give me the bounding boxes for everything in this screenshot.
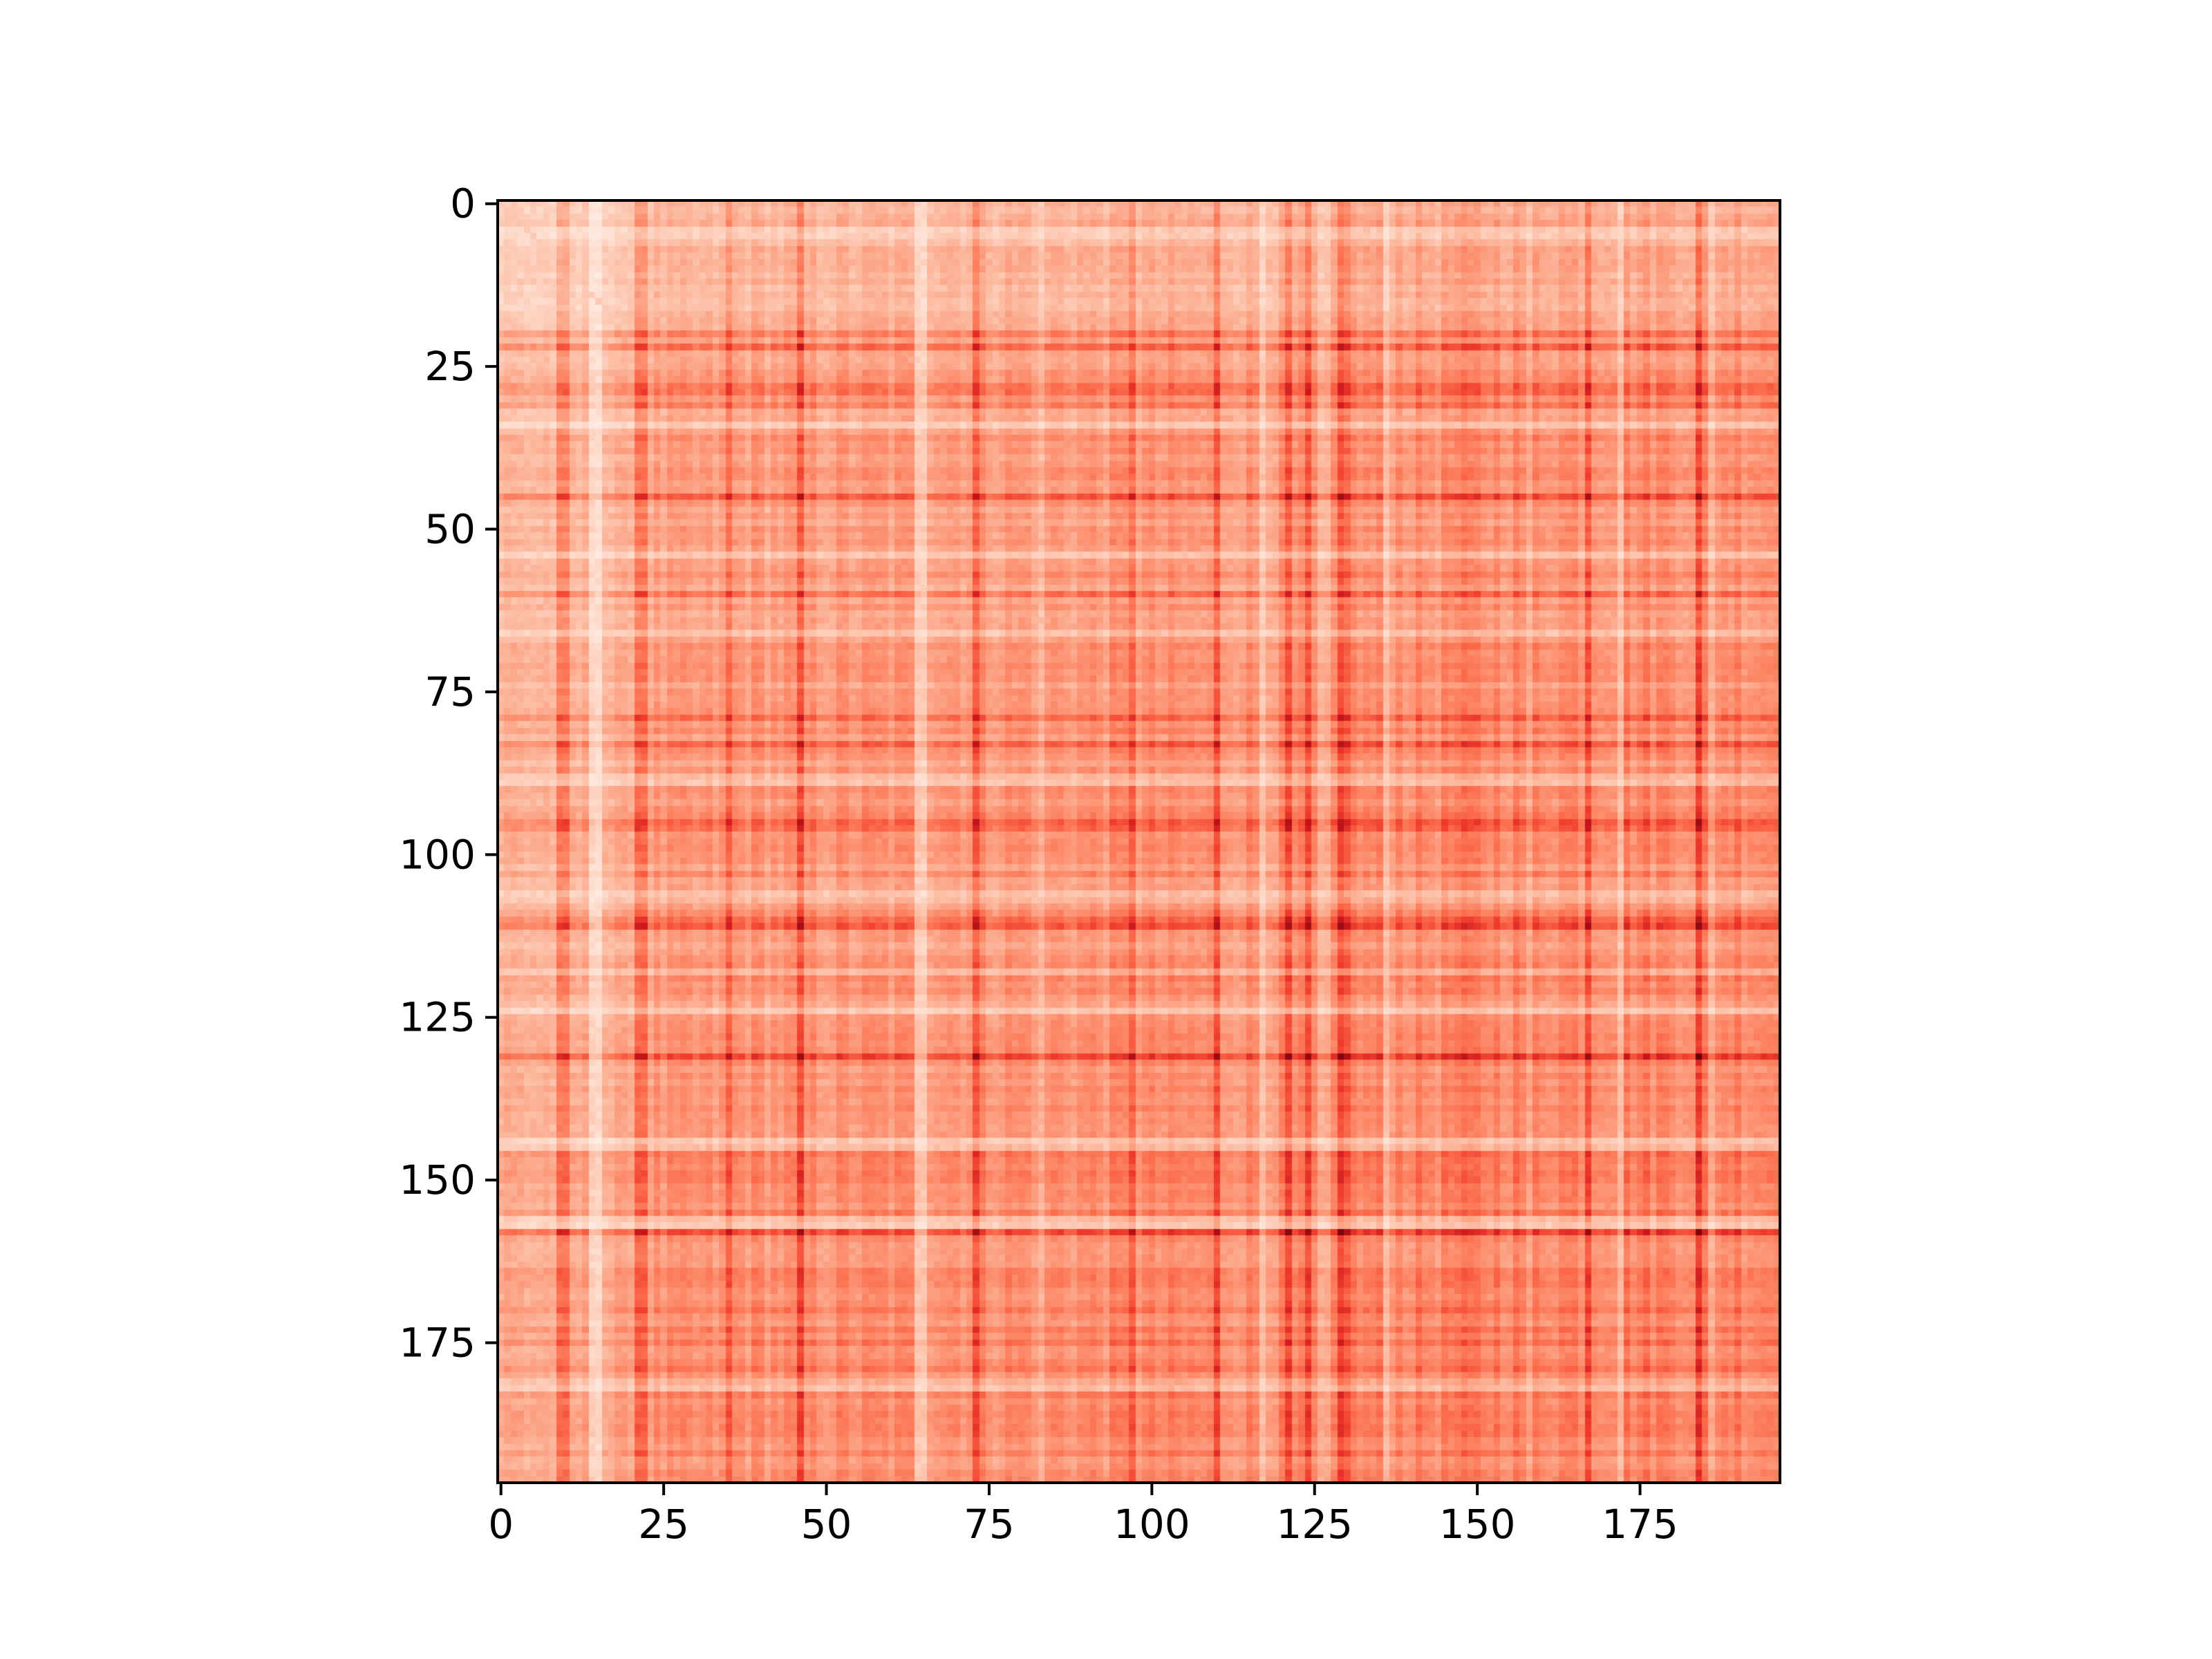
x-tick-label: 25: [638, 1501, 689, 1548]
y-tick-label: 75: [424, 668, 476, 715]
y-tick-label: 125: [399, 994, 476, 1041]
y-tick-label: 100: [399, 831, 476, 878]
y-tick-label: 0: [450, 180, 476, 227]
axes-frame: [496, 199, 1781, 1484]
x-tick-label: 150: [1439, 1501, 1516, 1548]
y-tick-label: 150: [399, 1156, 476, 1203]
y-tick-label: 175: [399, 1320, 476, 1367]
x-tick-label: 125: [1276, 1501, 1353, 1548]
y-tick-label: 25: [424, 343, 476, 390]
y-axis: 0 25 50 75 100 125 150 175: [399, 180, 498, 1367]
heatmap-cells: [498, 200, 1780, 1483]
x-tick-label: 0: [488, 1501, 514, 1548]
x-tick-label: 100: [1114, 1501, 1190, 1548]
x-tick-label: 75: [964, 1501, 1015, 1548]
x-tick-label: 175: [1602, 1501, 1678, 1548]
y-tick-label: 50: [424, 506, 476, 553]
x-axis: 0 25 50 75 100 125 150 175: [488, 1483, 1678, 1548]
x-tick-label: 50: [801, 1501, 852, 1548]
